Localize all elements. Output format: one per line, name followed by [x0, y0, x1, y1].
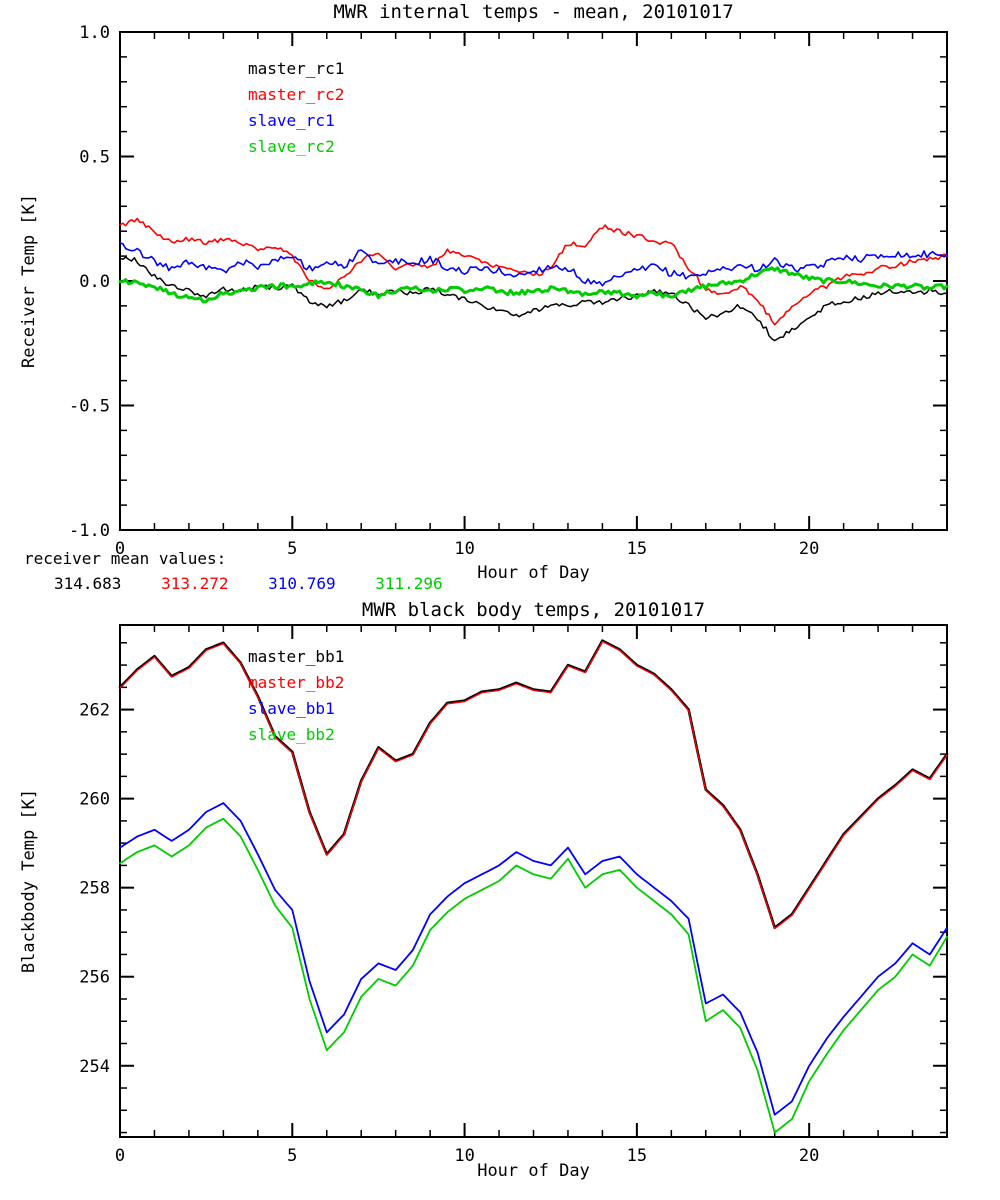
y-axis-label: Receiver Temp [K] [19, 194, 39, 368]
mean-value-slave-rc1: 310.769 [268, 574, 336, 593]
y-tick-label: -1.0 [69, 521, 110, 541]
series-master_bb2 [119, 640, 948, 930]
legend-label-master_bb2: master_bb2 [248, 673, 344, 692]
y-tick-label: 254 [79, 1057, 110, 1077]
chart-title: MWR black body temps, 20101017 [362, 600, 705, 621]
series-slave_bb1 [119, 802, 948, 1116]
x-tick-label: 20 [799, 1146, 819, 1166]
mean-value-master-rc1: 314.683 [54, 574, 122, 593]
x-tick-label: 5 [287, 539, 297, 559]
series-master_rc1 [119, 256, 948, 342]
series-slave_rc2 [118, 266, 949, 304]
x-tick-label: 10 [454, 539, 474, 559]
y-tick-label: -0.5 [69, 397, 110, 417]
y-axis-label: Blackbody Temp [K] [19, 789, 39, 973]
x-tick-label: 0 [115, 539, 125, 559]
x-axis-label: Hour of Day [477, 1161, 590, 1181]
receiver-mean-values-note: receiver mean values: 314.683 313.272 31… [24, 546, 544, 596]
legend-label-slave_rc2: slave_rc2 [248, 137, 335, 156]
x-tick-label: 15 [627, 1146, 647, 1166]
y-tick-label: 262 [79, 701, 110, 721]
x-tick-label: 0 [115, 1146, 125, 1166]
y-tick-label: 0.5 [79, 148, 110, 168]
series-master_bb1 [118, 639, 949, 930]
y-tick-label: 1.0 [79, 23, 110, 43]
mean-value-slave-rc2: 311.296 [375, 574, 443, 593]
series-master_rc2 [119, 217, 948, 326]
receiver-temps-chart: 0 5 10 15 20 -1.0 -0.5 0.0 0.5 1.0 MWR internal te… [19, 1, 949, 583]
legend-label-slave_bb2: slave_bb2 [248, 725, 335, 744]
mean-values-label: receiver mean values: [24, 549, 227, 568]
mean-value-master-rc2: 313.272 [161, 574, 229, 593]
x-tick-label: 15 [627, 539, 647, 559]
blackbody-temps-chart: 0 5 10 15 20 254 256 258 260 262 MWR black body te… [19, 600, 949, 1181]
legend-label-master_rc1: master_rc1 [248, 59, 344, 78]
x-tick-label: 5 [287, 1146, 297, 1166]
y-tick-label: 260 [79, 790, 110, 810]
legend-label-master_rc2: master_rc2 [248, 85, 344, 104]
legend-label-slave_rc1: slave_rc1 [248, 111, 335, 130]
x-axis-label: Hour of Day [477, 563, 590, 583]
legend-label-master_bb1: master_bb1 [248, 647, 344, 666]
chart-title: MWR internal temps - mean, 20101017 [333, 1, 733, 23]
y-tick-label: 256 [79, 968, 110, 988]
y-tick-label: 258 [79, 879, 110, 899]
x-tick-label: 20 [799, 539, 819, 559]
x-tick-label: 10 [454, 1146, 474, 1166]
series-slave_bb2 [119, 817, 948, 1134]
y-tick-label: 0.0 [79, 272, 110, 292]
mean-values-row: 314.683 313.272 310.769 311.296 [24, 571, 544, 596]
legend-label-slave_bb1: slave_bb1 [248, 699, 335, 718]
series-slave_rc1 [119, 242, 948, 287]
